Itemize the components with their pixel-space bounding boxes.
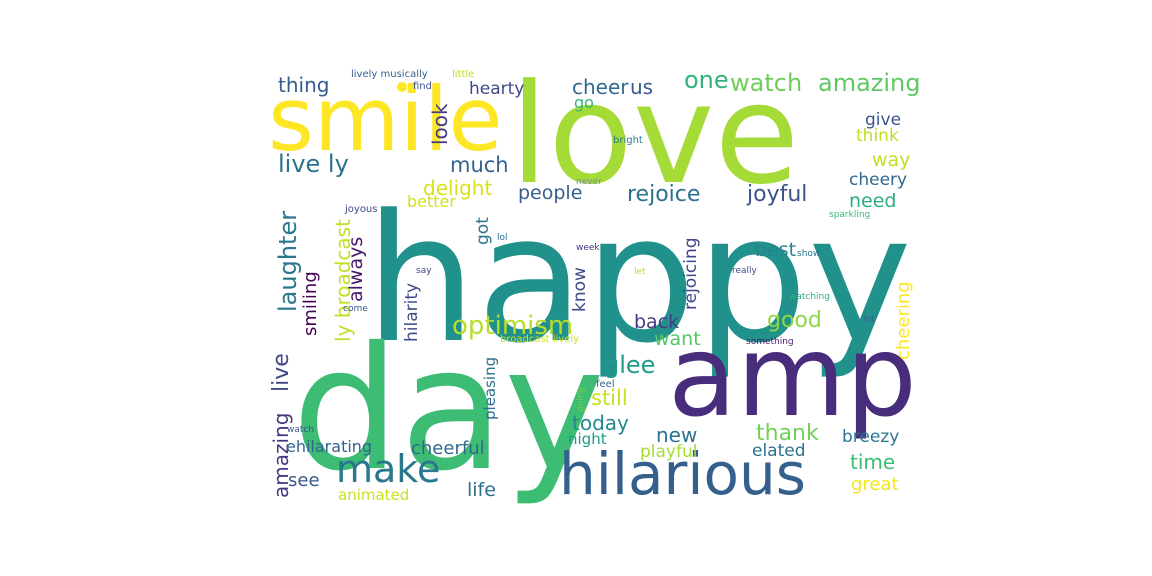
- word-best: best: [755, 239, 796, 261]
- word-hilarious: hilarious: [559, 440, 806, 508]
- word-lot: lot: [863, 315, 875, 325]
- word-give: give: [865, 110, 901, 130]
- word-really: really: [732, 266, 758, 276]
- word-great: great: [851, 474, 899, 495]
- word-going: going: [576, 387, 586, 412]
- word-bright: bright: [613, 135, 643, 146]
- word-today: today: [572, 411, 629, 435]
- word-watch: watch: [730, 69, 802, 97]
- word-people: people: [518, 182, 582, 204]
- word-back: back: [634, 311, 679, 333]
- word-time: time: [850, 450, 895, 474]
- word-day: day: [292, 311, 605, 509]
- word-thank: thank: [756, 421, 819, 446]
- word-delight: delight: [423, 176, 492, 200]
- word-amp: amp: [668, 312, 917, 442]
- word-breezy: breezy: [842, 427, 899, 447]
- word-feel: feel: [596, 379, 615, 390]
- word-always: always: [345, 237, 367, 302]
- word-never: never: [576, 177, 602, 187]
- word-smile: smile: [268, 68, 503, 171]
- word-glee: glee: [604, 351, 655, 379]
- word-amazing: amazing: [818, 69, 921, 97]
- word-live: live: [269, 353, 294, 392]
- word-good: good: [767, 308, 822, 333]
- word-go: go: [574, 93, 594, 112]
- word-watch: watch: [287, 425, 314, 435]
- word-new: new: [656, 423, 697, 447]
- word-need: need: [849, 190, 896, 212]
- word-let: let: [634, 267, 646, 277]
- word-got: got: [473, 217, 493, 245]
- word-lively-musically: lively musically: [351, 69, 428, 80]
- word-come: come: [343, 304, 368, 314]
- word-make: make: [336, 447, 440, 491]
- word-thing: thing: [278, 73, 329, 97]
- word-show: show: [797, 249, 820, 259]
- word-watching: watching: [789, 292, 830, 302]
- word-love: love: [510, 54, 799, 215]
- word-cheery: cheery: [849, 170, 907, 190]
- word-much: much: [450, 153, 509, 177]
- word-ly-broadcast: ly broadcast: [331, 219, 355, 342]
- word-week: week: [576, 243, 600, 253]
- word-animated: animated: [338, 486, 409, 504]
- word-optimism: optimism: [452, 311, 573, 341]
- word-little: little: [452, 69, 474, 80]
- word-find: find: [413, 81, 432, 92]
- word-one: one: [684, 66, 729, 94]
- word-way: way: [872, 149, 910, 171]
- word-want: want: [654, 328, 701, 350]
- word-pleasing: pleasing: [481, 357, 499, 420]
- word-playful: playful: [640, 442, 697, 462]
- word-better: better: [407, 192, 456, 211]
- word-amazing: amazing: [269, 413, 293, 498]
- word-know: know: [570, 267, 590, 312]
- word-joyous: joyous: [344, 204, 377, 215]
- word-cheerful: cheerful: [411, 438, 485, 459]
- word-look: look: [428, 103, 452, 145]
- word-say: say: [416, 266, 432, 276]
- word-cheering: cheering: [893, 281, 914, 360]
- word-think: think: [856, 126, 899, 146]
- word-cheer: cheer: [572, 75, 629, 99]
- word-something: something: [746, 337, 794, 347]
- word-smiling: smiling: [300, 271, 321, 336]
- word-joyful: joyful: [746, 182, 807, 207]
- word-life: life: [467, 479, 496, 501]
- word-elated: elated: [752, 441, 806, 461]
- word-see: see: [288, 470, 320, 491]
- word-live-ly: live ly: [278, 150, 349, 178]
- word-happy: happy: [365, 177, 912, 382]
- word-broadcast-lively: broadcast lively: [500, 334, 579, 345]
- word-still: still: [591, 386, 628, 410]
- word-hilarity: hilarity: [402, 283, 422, 342]
- word-lol: lol: [497, 233, 508, 243]
- word-sparkling: sparkling: [829, 210, 870, 220]
- word-us: us: [630, 75, 653, 99]
- word-rejoicing: rejoicing: [681, 237, 701, 310]
- word-hearty: hearty: [469, 79, 524, 99]
- decorative-dot: [397, 82, 407, 92]
- word-night: night: [568, 430, 607, 448]
- word-laughter: laughter: [274, 211, 302, 312]
- word-ehilarating: ehilarating: [286, 437, 372, 456]
- word-rejoice: rejoice: [627, 182, 700, 207]
